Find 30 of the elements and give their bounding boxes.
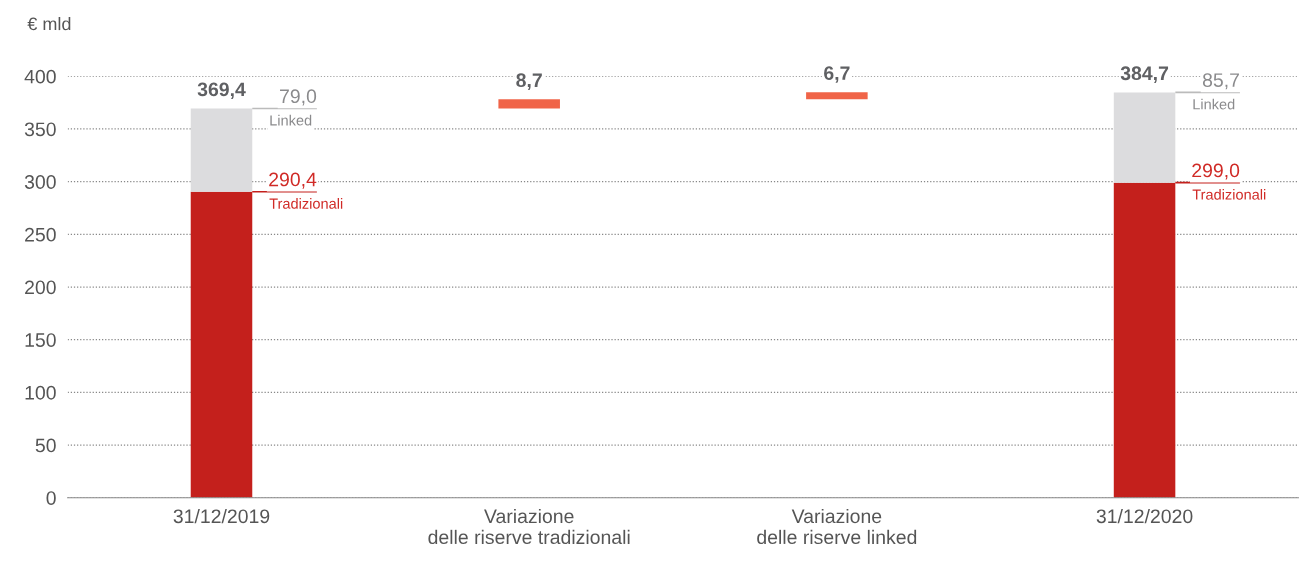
y-tick-label: 100	[25, 385, 56, 400]
series-label: Linked	[270, 114, 312, 126]
y-tick-label: 200	[25, 280, 56, 295]
y-tick-label: 400	[24, 69, 56, 84]
data-label: 85,7	[1202, 73, 1239, 90]
y-tick-label: 0	[46, 491, 56, 505]
text: Linked	[1193, 98, 1235, 110]
total-label: 369,4	[197, 82, 246, 100]
data-label: 290,4	[269, 172, 317, 189]
bar	[1113, 92, 1176, 183]
total-label: 8,7	[516, 73, 542, 90]
data-label: 79,0	[280, 89, 317, 106]
total-label: 384,7	[1120, 66, 1169, 83]
data-label: 299,0	[1192, 163, 1240, 180]
bar	[806, 92, 868, 100]
total-label: 6,7	[824, 66, 850, 83]
x-tick-label: 31/12/2020	[1096, 508, 1193, 524]
bar	[498, 99, 560, 109]
series-label: Tradizionali	[269, 198, 343, 209]
y-tick-label: 250	[25, 227, 56, 242]
y-axis-title: € mld	[27, 17, 71, 31]
x-tick-label: Variazione delle riserve tradizionali	[428, 508, 630, 545]
x-tick-label: 31/12/2019	[173, 508, 270, 524]
y-tick-label: 350	[24, 122, 56, 137]
y-tick-label: 150	[25, 333, 56, 347]
bar	[190, 108, 253, 192]
y-tick-label: 50	[35, 438, 56, 453]
y-tick-label: 300	[24, 175, 56, 189]
text: Tradizionali	[1192, 189, 1266, 200]
x-tick-label: Variazione delle riserve linked	[757, 508, 917, 545]
